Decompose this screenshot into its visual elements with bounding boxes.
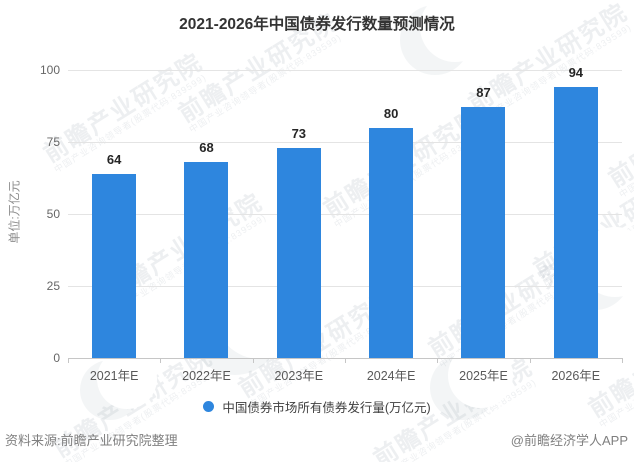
x-axis-tick <box>68 358 69 363</box>
legend-label: 中国债券市场所有债券发行量(万亿元) <box>222 401 431 415</box>
bar-value-label: 68 <box>199 140 214 156</box>
x-axis-tick <box>252 358 254 363</box>
x-axis-tick <box>437 358 439 363</box>
source-text: 资料来源:前瞻产业研究院整理 <box>5 433 178 448</box>
bar-slot-2023年E: 73 2023年E <box>253 70 345 383</box>
x-axis-label: 2021年E <box>89 369 139 383</box>
gridline <box>68 286 622 287</box>
bar-2026年E <box>553 87 598 358</box>
bar-value-label: 73 <box>291 125 307 141</box>
y-axis-title: 单位:万亿元 <box>7 180 22 244</box>
bar-2024年E <box>369 127 414 358</box>
plot-area: 0 25 50 75 100 64 2021年E 68 2022年E 73 2023年E 80 2024… <box>40 63 623 383</box>
bar-value-label: 87 <box>476 85 491 101</box>
y-tick-label: 0 <box>53 351 60 365</box>
bar-2021年E <box>92 173 137 358</box>
y-tick-label: 25 <box>46 279 60 293</box>
bar-value-label: 64 <box>106 151 122 167</box>
bar-slot-2024年E: 80 2024年E <box>345 70 437 383</box>
footer: 资料来源:前瞻产业研究院整理 @前瞻经济学人APP <box>5 430 628 449</box>
x-axis-tick <box>160 358 162 363</box>
legend: 中国债券市场所有债券发行量(万亿元) <box>0 397 634 416</box>
y-tick-label: 75 <box>46 135 60 149</box>
bar-2025年E <box>461 107 506 358</box>
bar-slot-2025年E: 87 2025年E <box>437 70 529 383</box>
gridline <box>68 214 622 215</box>
bar-slot-2026年E: 94 2026年E <box>530 65 622 383</box>
bar-slot-2021年E: 64 2021年E <box>68 70 160 383</box>
y-tick-label: 100 <box>39 63 60 77</box>
credit-text: @前瞻经济学人APP <box>510 433 628 448</box>
x-axis-tick <box>529 358 531 363</box>
gridline <box>68 142 622 143</box>
x-axis-label: 2024年E <box>366 369 416 383</box>
bar-value-label: 80 <box>383 105 399 121</box>
bar-slot-2022年E: 68 2022年E <box>160 70 252 383</box>
chart-title: 2021-2026年中国债券发行数量预测情况 <box>179 16 455 33</box>
x-axis-label: 2022年E <box>182 369 231 383</box>
x-axis-label: 2025年E <box>459 369 508 383</box>
x-axis-tick <box>345 358 346 363</box>
bar-slots: 64 2021年E 68 2022年E 73 2023年E 80 2024年E 87 2025年E… <box>68 65 622 383</box>
gridline <box>68 70 622 71</box>
bar-2023年E <box>276 147 321 358</box>
x-axis-label: 2026年E <box>551 369 601 383</box>
y-tick-label: 50 <box>46 207 60 221</box>
bar-value-label: 94 <box>568 65 584 81</box>
bar-2022年E <box>184 162 229 358</box>
x-axis-label: 2023年E <box>274 369 324 383</box>
legend-marker-circle <box>203 401 215 412</box>
x-axis-tick <box>622 358 623 363</box>
